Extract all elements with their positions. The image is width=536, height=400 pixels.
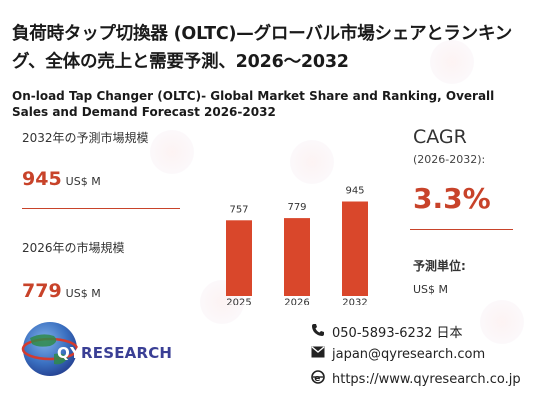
left-divider — [22, 208, 180, 209]
forecast-value-number: 945 — [22, 168, 62, 190]
watermark-logo — [150, 130, 194, 174]
forecast-unit-value: US$ M — [413, 283, 449, 296]
contact-website: e https://www.qyresearch.co.jp — [311, 370, 521, 388]
bar-2026 — [284, 218, 310, 296]
contact-phone: 050-5893-6232 日本 — [311, 322, 463, 341]
watermark-logo — [480, 300, 524, 344]
svg-text:e: e — [314, 374, 320, 384]
phone-number: 050-5893-6232 日本 — [332, 326, 463, 341]
market-size-bar-chart: 757 2025 779 2026 945 2032 — [226, 186, 368, 305]
qyresearch-logo — [21, 322, 79, 376]
x-tick-label: 2026 — [284, 297, 309, 305]
cagr-value: 3.3% — [413, 182, 491, 215]
page-title-japanese: 負荷時タップ切換器 (OLTC)—グローバル市場シェアとランキング、全体の売上と… — [12, 24, 513, 72]
bar-2025 — [226, 220, 252, 296]
watermark-logo — [290, 140, 334, 184]
forecast-value-unit: US$ M — [65, 175, 101, 188]
current-size-label: 2026年の市場規模 — [22, 241, 125, 255]
email-icon — [311, 346, 329, 362]
current-value-number: 779 — [22, 280, 62, 302]
bar-2032 — [342, 201, 368, 296]
phone-icon — [311, 323, 329, 341]
watermark-logo — [430, 40, 474, 84]
forecast-size-value: 945 US$ M — [22, 168, 101, 190]
logo-text-prefix: QY — [57, 344, 82, 362]
current-size-value: 779 US$ M — [22, 280, 101, 302]
website-url[interactable]: https://www.qyresearch.co.jp — [332, 371, 521, 387]
bar-value-label: 779 — [287, 202, 306, 213]
logo-text: QYRESEARCH — [57, 344, 172, 362]
bar-value-label: 757 — [229, 204, 248, 215]
forecast-size-label: 2032年の予測市場規模 — [22, 131, 149, 145]
contact-email: japan@qyresearch.com — [311, 346, 485, 362]
logo-text-suffix: RESEARCH — [81, 344, 173, 362]
right-divider — [410, 229, 513, 230]
email-address[interactable]: japan@qyresearch.com — [332, 346, 486, 362]
cagr-title: CAGR — [413, 126, 467, 148]
globe-icon: e — [311, 370, 329, 388]
bar-value-label: 945 — [345, 186, 364, 197]
cagr-range: (2026-2032): — [413, 153, 486, 166]
page-title-english: On-load Tap Changer (OLTC)- Global Marke… — [12, 89, 495, 119]
x-tick-label: 2032 — [342, 297, 367, 305]
x-tick-label: 2025 — [226, 297, 251, 305]
forecast-unit-label: 予測単位: — [413, 259, 466, 273]
current-value-unit: US$ M — [65, 287, 101, 300]
